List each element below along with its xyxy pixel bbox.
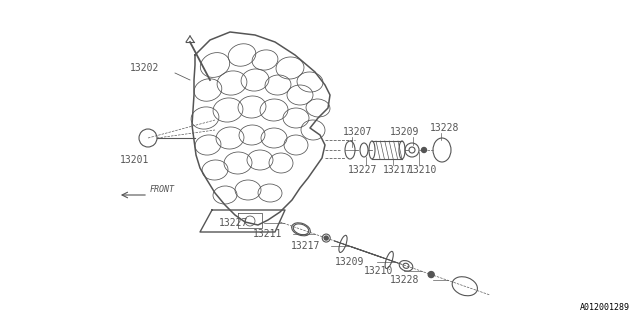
Text: 13207: 13207 xyxy=(343,127,372,137)
Text: 13201: 13201 xyxy=(120,155,149,165)
Text: FRONT: FRONT xyxy=(150,186,175,195)
Text: 13210: 13210 xyxy=(364,266,393,276)
Text: 13227: 13227 xyxy=(348,165,378,175)
Circle shape xyxy=(428,272,434,277)
Text: 13217: 13217 xyxy=(383,165,412,175)
Text: 13209: 13209 xyxy=(335,257,364,267)
Circle shape xyxy=(422,148,426,153)
Text: 13202: 13202 xyxy=(130,63,159,73)
Circle shape xyxy=(324,236,328,240)
Text: 13209: 13209 xyxy=(390,127,419,137)
Text: 13227: 13227 xyxy=(219,218,248,228)
Text: 13211: 13211 xyxy=(253,229,282,239)
Text: 13217: 13217 xyxy=(291,241,321,251)
Text: 13228: 13228 xyxy=(390,275,419,285)
Text: 13210: 13210 xyxy=(408,165,437,175)
Text: A012001289: A012001289 xyxy=(580,303,630,312)
Text: 13228: 13228 xyxy=(430,123,460,133)
